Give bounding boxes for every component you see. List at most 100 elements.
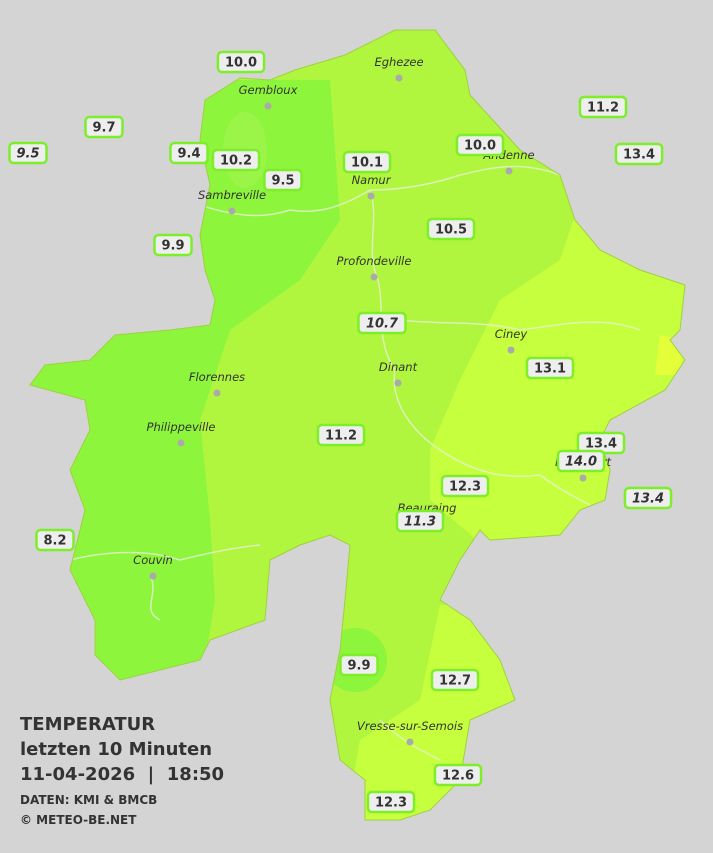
city-label: Profondeville	[337, 254, 412, 268]
station-value: 9.5	[271, 174, 294, 189]
city-label: Dinant	[379, 360, 418, 374]
city-dot	[367, 192, 375, 200]
station-value: 10.1	[351, 156, 383, 171]
station-box	[211, 148, 261, 172]
station-value: 8.2	[43, 534, 66, 549]
station-value: 12.7	[439, 674, 471, 689]
city-dot	[579, 474, 587, 482]
city-label: Couvin	[133, 553, 173, 567]
station: 9.9	[153, 233, 193, 257]
station-box	[623, 486, 673, 510]
station-value: 9.5	[16, 147, 39, 162]
station-value: 13.4	[632, 492, 664, 507]
city-label: Sambreville	[198, 188, 266, 202]
city-dot	[505, 167, 513, 175]
station-box	[426, 217, 476, 241]
station-value: 12.6	[442, 769, 474, 784]
station: 13.4	[623, 486, 673, 510]
copyright: © METEO-BE.NET	[20, 813, 137, 827]
station-box	[455, 133, 505, 157]
station-box	[342, 150, 392, 174]
station-value: 14.0	[565, 455, 597, 470]
station-value: 13.1	[534, 362, 566, 377]
station: 11.2	[578, 95, 628, 119]
station: 11.2	[316, 423, 366, 447]
station: 9.7	[84, 115, 124, 139]
station-value: 12.3	[449, 480, 481, 495]
station: 13.4	[614, 142, 664, 166]
station-value: 13.4	[623, 148, 655, 163]
station: 12.6	[433, 763, 483, 787]
station-box	[339, 653, 379, 677]
title: TEMPERATUR	[20, 714, 155, 735]
city-label: Gembloux	[239, 83, 298, 97]
datetime: 11-04-2026 | 18:50	[20, 764, 224, 785]
station-box	[578, 95, 628, 119]
station: 9.9	[339, 653, 379, 677]
station-box	[614, 142, 664, 166]
cities: GemblouxEghezeeAndenneNamurSambrevillePr…	[133, 55, 612, 746]
station-box	[357, 311, 407, 335]
city-dot	[406, 738, 414, 746]
station-box	[430, 668, 480, 692]
station-value: 11.2	[325, 429, 357, 444]
city-dot	[370, 273, 378, 281]
station: 9.4	[169, 141, 209, 165]
station-box	[263, 168, 303, 192]
station-box	[525, 356, 575, 380]
city-label: Philippeville	[147, 420, 216, 434]
station-value: 9.9	[347, 659, 370, 674]
subtitle: letzten 10 Minuten	[20, 739, 212, 760]
station-box	[395, 509, 445, 533]
station-value: 10.0	[225, 56, 257, 71]
station-value: 10.2	[220, 154, 252, 169]
station-value: 13.4	[585, 437, 617, 452]
station: 10.0	[455, 133, 505, 157]
station: 10.5	[426, 217, 476, 241]
city-dot	[264, 102, 272, 110]
city-dot	[177, 439, 185, 447]
station: 9.5	[263, 168, 303, 192]
city-label: Vresse-sur-Semois	[357, 719, 463, 733]
station-value: 12.3	[375, 796, 407, 811]
station-box	[316, 423, 366, 447]
station-box	[440, 474, 490, 498]
station: 10.0	[216, 50, 266, 74]
station-box	[433, 763, 483, 787]
station: 12.3	[366, 790, 416, 814]
station-box	[366, 790, 416, 814]
station-box	[8, 141, 48, 165]
station-value: 10.0	[464, 139, 496, 154]
city-label: Namur	[352, 173, 392, 187]
city-dot	[507, 346, 515, 354]
station-value: 11.3	[404, 515, 436, 530]
station: 12.3	[440, 474, 490, 498]
station: 12.7	[430, 668, 480, 692]
station: 11.3	[395, 509, 445, 533]
station-box	[556, 449, 606, 473]
station-value: 9.9	[161, 239, 184, 254]
station: 10.2	[211, 148, 261, 172]
city-dot	[213, 389, 221, 397]
station: 10.7	[357, 311, 407, 335]
station-value: 10.5	[435, 223, 467, 238]
station: 8.2	[35, 528, 75, 552]
city-dot	[395, 74, 403, 82]
province-border	[29, 29, 686, 821]
station-box	[153, 233, 193, 257]
city-dot	[228, 207, 236, 215]
city-label: Eghezee	[374, 55, 423, 69]
city-dot	[149, 572, 157, 580]
city-label: Florennes	[189, 370, 245, 384]
city-label: Ciney	[495, 327, 528, 341]
station-value: 10.7	[366, 317, 399, 332]
stations: 10.0 9.7 9.5 9.4 10.2 9.5 10.1 10.0 11.2 13.4 9.9 1…	[8, 50, 673, 814]
station: 13.1	[525, 356, 575, 380]
station-box	[35, 528, 75, 552]
station: 9.5	[8, 141, 48, 165]
station-box	[216, 50, 266, 74]
city-dot	[394, 379, 402, 387]
station-box	[84, 115, 124, 139]
station-value: 11.2	[587, 101, 619, 116]
